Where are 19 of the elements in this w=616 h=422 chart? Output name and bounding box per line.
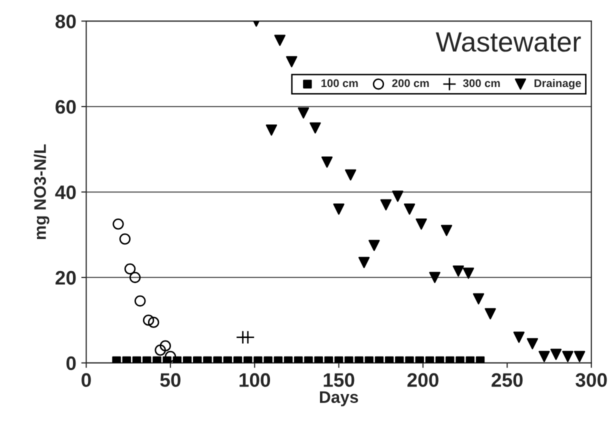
y-tick-label: 20 xyxy=(56,270,76,285)
chart-title: Wastewater xyxy=(436,32,581,52)
legend-label: 100 cm xyxy=(321,79,358,88)
x-tick-label: 150 xyxy=(324,373,354,387)
x-tick-label: 50 xyxy=(160,373,180,387)
y-tick-label: 80 xyxy=(56,14,76,28)
legend-label: 200 cm xyxy=(392,79,429,88)
y-tick-label: 0 xyxy=(66,356,76,370)
x-tick-label: 300 xyxy=(576,373,607,387)
y-axis-title: mg NO3-N/L xyxy=(34,144,50,240)
y-tick-label: 60 xyxy=(56,100,76,114)
x-tick-label: 200 xyxy=(407,373,438,387)
x-axis-title: Days xyxy=(320,391,358,406)
y-tick-label: 40 xyxy=(55,185,76,200)
legend-label: Drainage xyxy=(534,78,581,90)
legend-label: 300 cm xyxy=(463,79,500,88)
x-tick-label: 250 xyxy=(492,373,523,387)
x-tick-label: 100 xyxy=(240,373,270,387)
x-tick-label: 0 xyxy=(82,373,91,387)
